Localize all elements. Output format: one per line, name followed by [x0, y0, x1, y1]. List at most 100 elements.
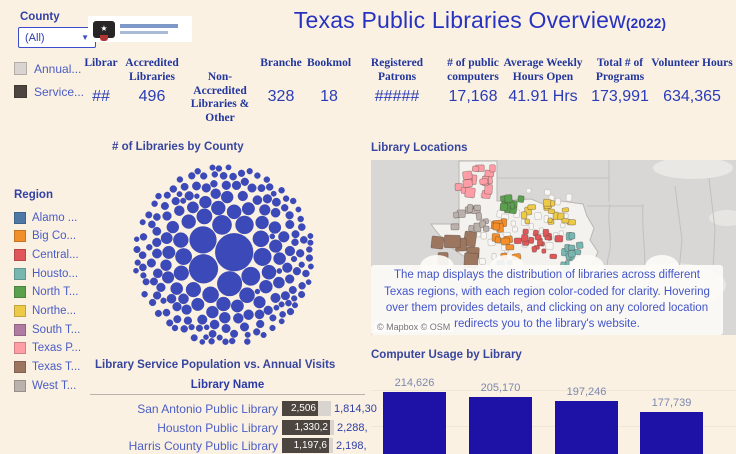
county-bubble[interactable]: [269, 233, 276, 240]
county-bubble[interactable]: [173, 265, 189, 281]
county-bubble[interactable]: [197, 314, 208, 325]
county-bubble[interactable]: [133, 245, 141, 253]
county-bubble[interactable]: [176, 191, 183, 197]
county-bubble[interactable]: [215, 233, 254, 272]
county-bubble[interactable]: [180, 325, 188, 333]
map-county-texas-panhandle-pink[interactable]: [484, 184, 493, 195]
county-bubble[interactable]: [134, 259, 141, 266]
county-bubble[interactable]: [149, 277, 158, 286]
map-county-texas-panhandle-pink[interactable]: [489, 164, 496, 173]
map-county-northeast-yellow[interactable]: [547, 208, 556, 215]
county-bubble[interactable]: [139, 233, 148, 241]
county-bubble[interactable]: [172, 302, 182, 312]
county-bubble[interactable]: [153, 213, 161, 221]
county-bubble[interactable]: [255, 215, 269, 230]
county-bubble[interactable]: [231, 180, 242, 191]
county-bubble[interactable]: [175, 248, 193, 266]
county-bubble[interactable]: [241, 202, 255, 216]
county-bubble[interactable]: [239, 287, 255, 303]
county-bubble[interactable]: [298, 282, 306, 290]
county-bubble[interactable]: [181, 214, 196, 229]
region-item-alamo[interactable]: Alamo ...: [14, 210, 77, 225]
county-bubble[interactable]: [263, 305, 273, 315]
map-county-north-texas-green[interactable]: [509, 201, 515, 210]
county-bubble[interactable]: [202, 286, 219, 304]
county-bubble[interactable]: [280, 204, 289, 212]
region-item-northeast[interactable]: Northe...: [14, 304, 76, 319]
table-row[interactable]: Houston Public Library 1,330,2 2,288,: [90, 418, 368, 437]
county-bubble[interactable]: [230, 299, 244, 313]
county-bubble[interactable]: [140, 272, 147, 279]
county-bubble[interactable]: [188, 172, 196, 180]
county-bubble[interactable]: [180, 182, 189, 191]
county-bubble[interactable]: [269, 324, 276, 332]
map-county-texas-panhandle-pink[interactable]: [464, 186, 476, 199]
map-attribution[interactable]: © Mapbox © OSM: [374, 322, 454, 332]
county-bubble[interactable]: [270, 207, 281, 218]
map-county-uncolored-counties-a[interactable]: [480, 231, 487, 240]
county-bubble[interactable]: [291, 302, 298, 309]
map-county-northeast-yellow[interactable]: [557, 212, 565, 221]
county-bubble[interactable]: [273, 276, 285, 289]
county-bubble[interactable]: [141, 290, 148, 298]
map-county-houston-teal[interactable]: [568, 232, 576, 240]
map-county-uncolored-counties-a[interactable]: [554, 197, 562, 206]
county-bubble[interactable]: [256, 319, 265, 329]
map-county-north-texas-green[interactable]: [504, 194, 513, 203]
county-bubble[interactable]: [208, 329, 217, 338]
county-bubble[interactable]: [166, 220, 180, 234]
map-county-northeast-yellow[interactable]: [527, 204, 537, 211]
county-bubble[interactable]: [134, 236, 140, 242]
usage-bar[interactable]: [469, 397, 532, 454]
county-bubble[interactable]: [152, 226, 162, 236]
county-bubble[interactable]: [229, 172, 237, 181]
county-bubble[interactable]: [166, 319, 174, 327]
annual-visits-bar[interactable]: [330, 420, 334, 435]
county-bubble[interactable]: [254, 172, 261, 179]
county-bubble[interactable]: [194, 193, 200, 199]
county-bubble[interactable]: [253, 296, 266, 309]
county-bubble[interactable]: [271, 197, 281, 207]
county-bubble[interactable]: [203, 334, 209, 340]
county-bubble[interactable]: [261, 264, 277, 280]
map-county-northeast-yellow[interactable]: [550, 200, 556, 207]
map-county-northeast-yellow[interactable]: [561, 218, 570, 224]
map-county-central-red[interactable]: [534, 234, 542, 241]
county-bubble[interactable]: [216, 296, 231, 312]
county-bubble[interactable]: [163, 191, 171, 199]
county-bubble[interactable]: [148, 298, 157, 307]
county-bubble[interactable]: [278, 301, 285, 308]
map-county-west-texas-gray[interactable]: [479, 220, 486, 228]
map-county-west-texas-gray[interactable]: [450, 223, 460, 231]
region-item-west-texas[interactable]: West T...: [14, 378, 76, 393]
table-column-header[interactable]: Library Name: [90, 379, 365, 395]
county-bubble[interactable]: [297, 215, 304, 223]
county-bubble[interactable]: [206, 305, 219, 319]
county-bubble[interactable]: [290, 255, 298, 263]
county-bubble[interactable]: [199, 195, 212, 209]
county-bubble[interactable]: [244, 338, 251, 345]
county-bubble[interactable]: [220, 190, 234, 204]
county-bubble[interactable]: [152, 291, 162, 300]
county-bubble[interactable]: [212, 215, 232, 235]
county-bubble[interactable]: [153, 268, 163, 279]
county-bubble[interactable]: [259, 204, 271, 216]
county-bubble[interactable]: [188, 324, 195, 331]
county-bubble[interactable]: [284, 245, 296, 257]
map-county-central-red[interactable]: [531, 245, 537, 253]
map-county-northeast-yellow[interactable]: [547, 217, 553, 224]
map-county-texas-panhandle-pink[interactable]: [462, 178, 473, 188]
map-county-uncolored-counties-a[interactable]: [525, 187, 532, 194]
county-bubble[interactable]: [160, 202, 169, 211]
county-bubble[interactable]: [166, 293, 177, 304]
county-bubble[interactable]: [295, 206, 302, 213]
map-county-texas-panhandle-pink[interactable]: [454, 183, 463, 191]
map-county-uncolored-counties-a[interactable]: [534, 211, 542, 221]
map-county-north-texas-green[interactable]: [499, 202, 509, 212]
county-bubble[interactable]: [291, 295, 298, 302]
map-county-west-texas-gray[interactable]: [482, 225, 490, 232]
map-county-uncolored-counties-a[interactable]: [563, 212, 569, 219]
county-bubble[interactable]: [222, 338, 229, 345]
map-county-uncolored-counties-a[interactable]: [565, 193, 573, 202]
county-bubble[interactable]: [292, 267, 302, 276]
